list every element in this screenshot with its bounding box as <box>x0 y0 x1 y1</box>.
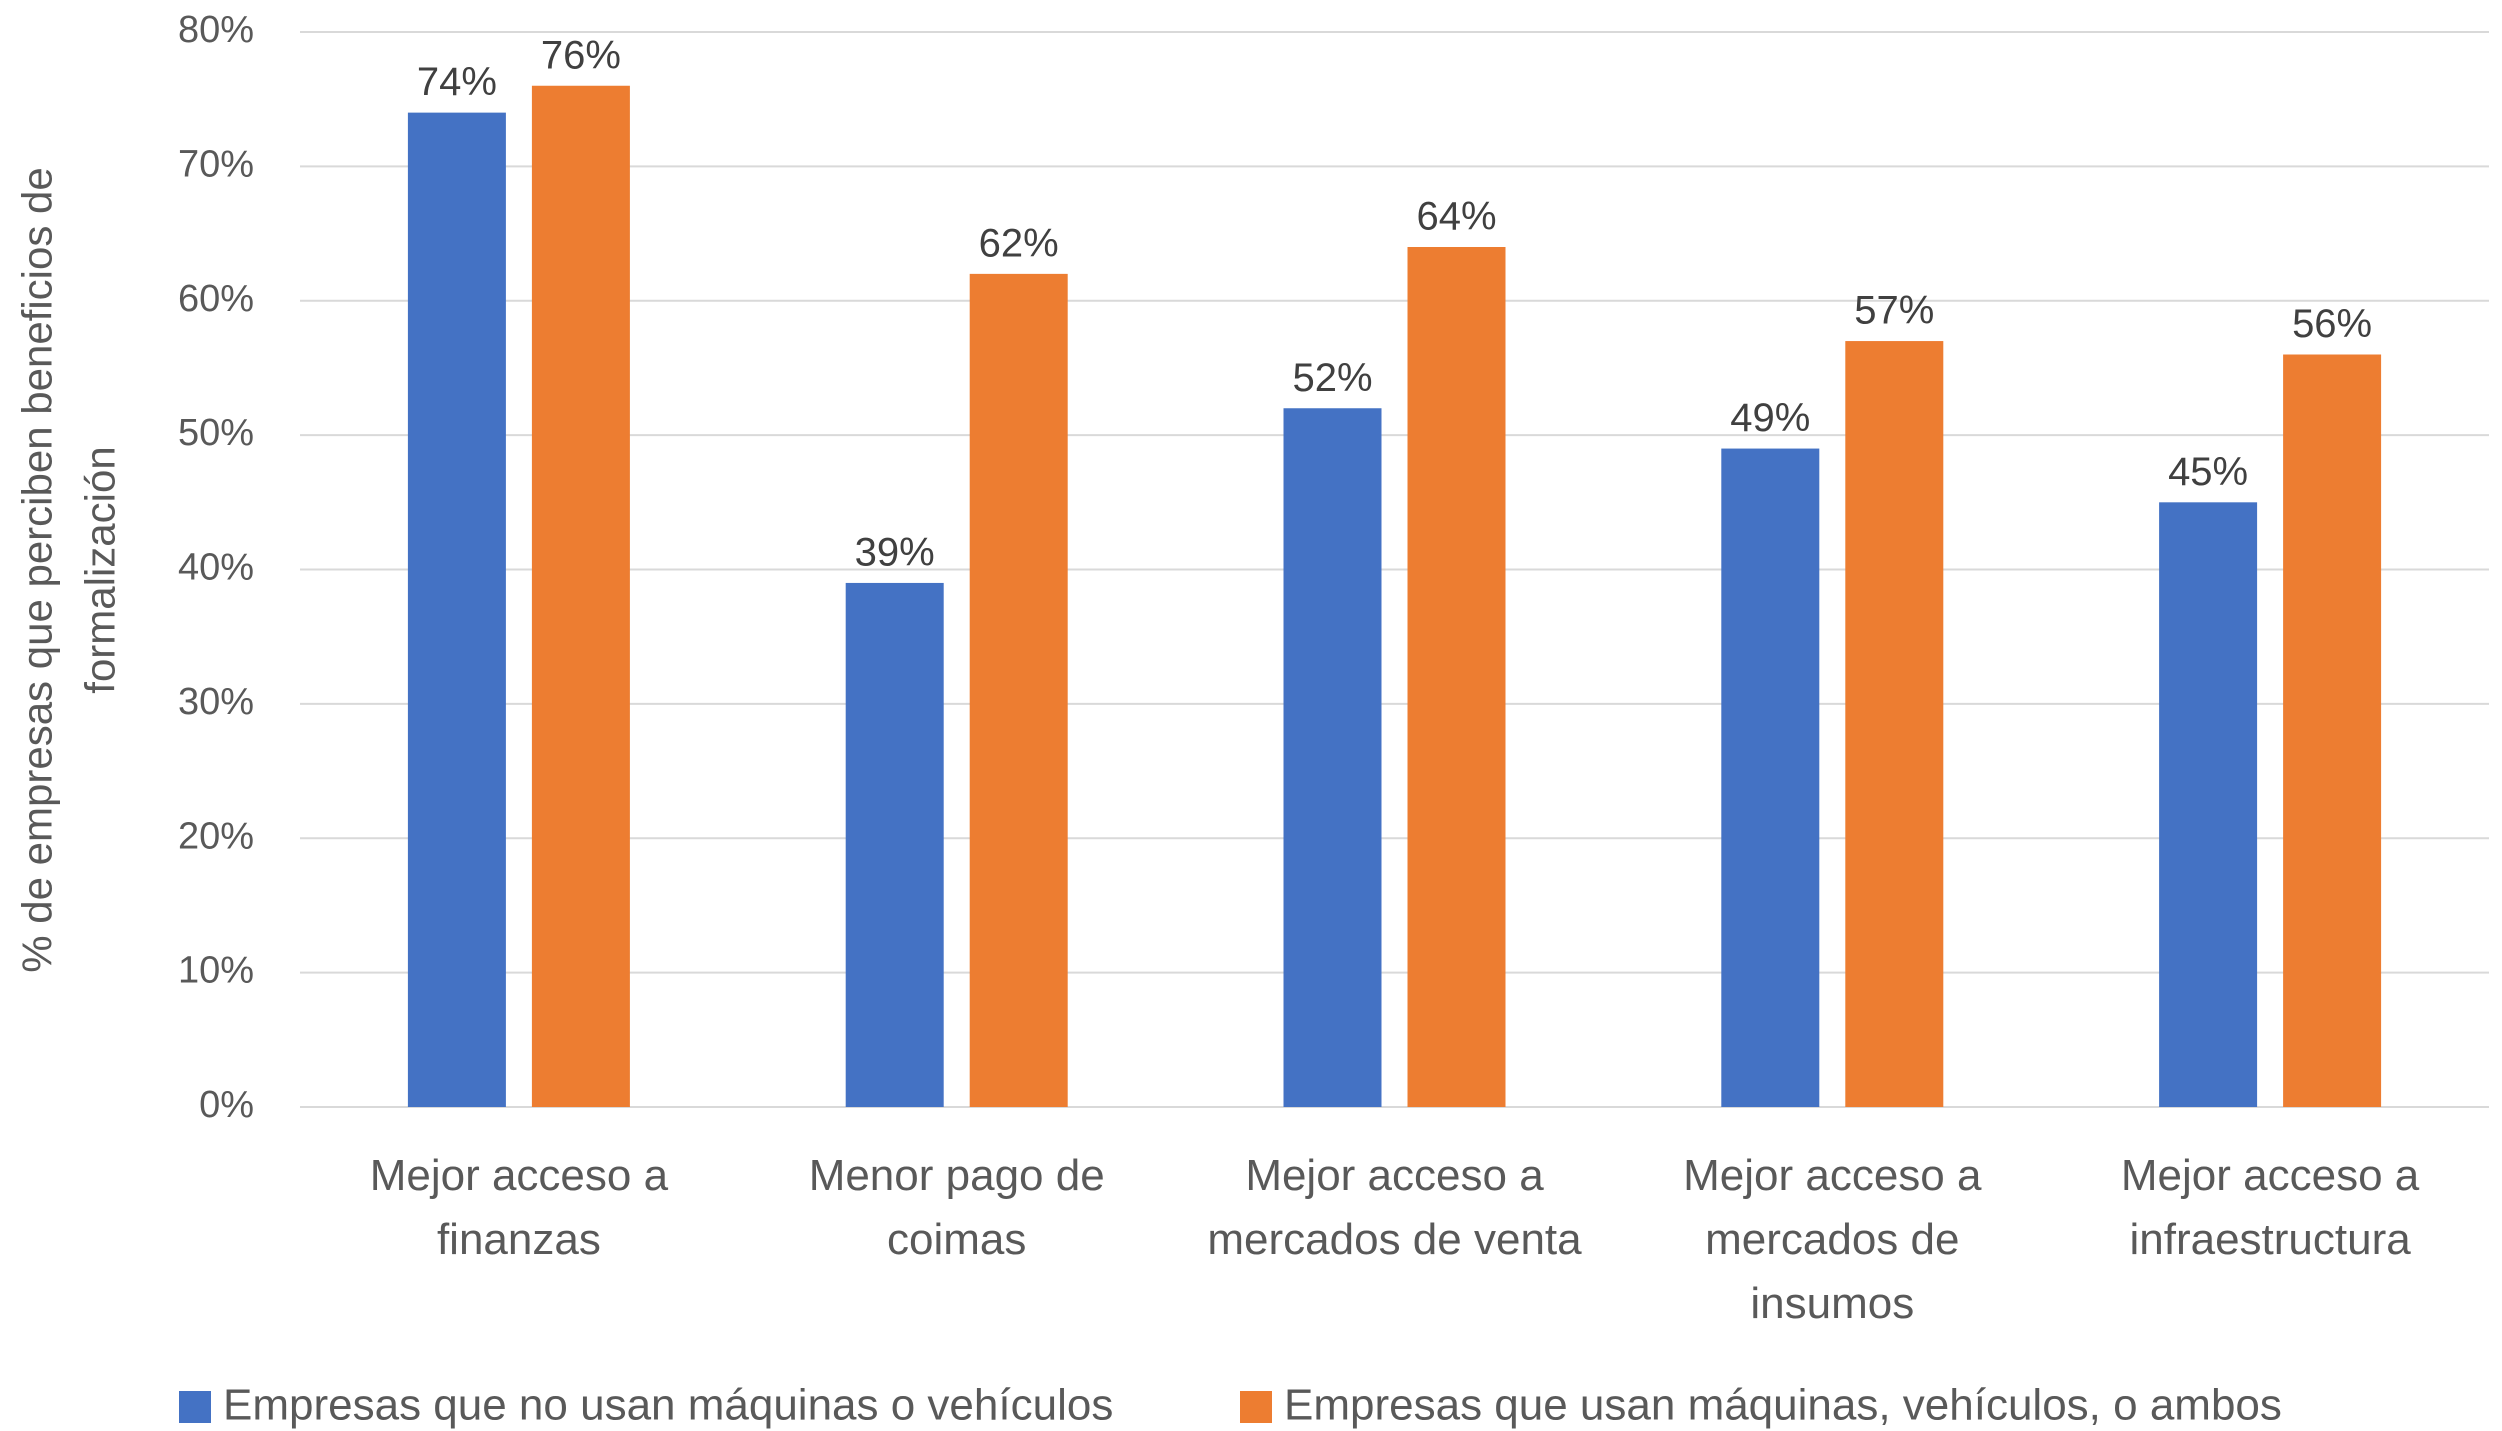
y-axis-label: % de empresas que perciben beneficios de… <box>14 167 124 973</box>
value-label: 49% <box>1730 396 1810 440</box>
value-label: 57% <box>1854 289 1934 333</box>
x-tick-label: Mejor acceso a mercados de venta <box>1207 1151 1582 1264</box>
bar <box>1283 408 1382 1107</box>
value-label: 45% <box>2168 450 2248 494</box>
legend-swatch <box>179 1391 211 1423</box>
bar <box>1845 341 1944 1107</box>
value-label: 56% <box>2292 302 2372 346</box>
legend-swatch <box>1240 1391 1272 1423</box>
value-label: 52% <box>1292 356 1372 400</box>
x-tick-label: Mejor acceso a infraestructura <box>2121 1151 2420 1264</box>
value-label: 64% <box>1416 195 1496 239</box>
bar <box>1407 247 1506 1107</box>
value-label: 74% <box>417 60 497 104</box>
value-label: 62% <box>979 221 1059 265</box>
y-tick-label: 60% <box>178 278 254 320</box>
legend-label: Empresas que no usan máquinas o vehículo… <box>223 1381 1113 1430</box>
bar <box>845 582 944 1107</box>
value-label: 39% <box>855 531 935 575</box>
y-tick-label: 0% <box>199 1084 254 1126</box>
x-tick-label: Menor pago de coimas <box>809 1151 1105 1264</box>
y-tick-label: 10% <box>178 950 254 992</box>
y-tick-label: 80% <box>178 9 254 51</box>
bar <box>531 85 630 1107</box>
bar <box>2283 354 2382 1107</box>
bar <box>2159 502 2258 1107</box>
x-tick-label: Mejor acceso a finanzas <box>370 1151 669 1264</box>
bar <box>969 273 1068 1107</box>
legend-label: Empresas que usan máquinas, vehículos, o… <box>1284 1381 2282 1430</box>
x-tick-label: Mejor acceso a mercados de insumos <box>1683 1151 1982 1328</box>
value-label: 76% <box>541 33 621 77</box>
y-tick-label: 70% <box>178 143 254 185</box>
bar <box>1721 448 1820 1107</box>
y-tick-label: 40% <box>178 547 254 589</box>
y-tick-label: 20% <box>178 815 254 857</box>
y-tick-label: 50% <box>178 412 254 454</box>
bar <box>407 112 506 1107</box>
y-tick-label: 30% <box>178 681 254 723</box>
